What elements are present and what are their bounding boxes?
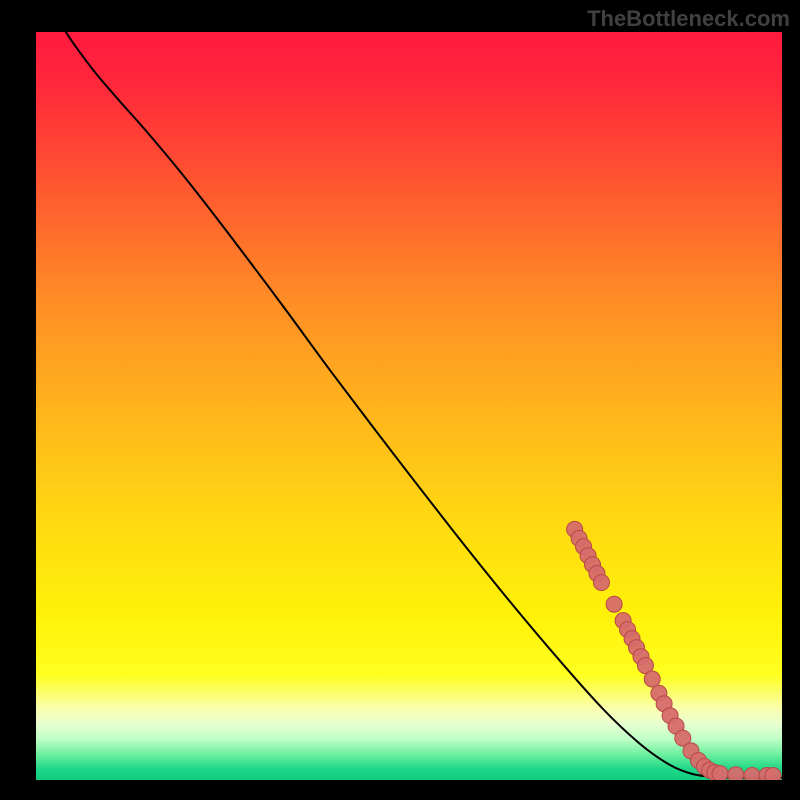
chart-root: { "meta": { "watermark_text": "TheBottle… [0,0,800,800]
plot-area [36,32,782,780]
data-marker [765,768,781,780]
data-marker [728,767,744,780]
data-marker [606,596,622,612]
data-marker [744,768,760,780]
data-marker [644,671,660,687]
data-marker [593,575,609,591]
watermark-text: TheBottleneck.com [587,6,790,32]
chart-overlay [36,32,782,780]
data-marker [712,766,728,780]
curve-line [66,32,782,778]
marker-group [567,521,781,780]
